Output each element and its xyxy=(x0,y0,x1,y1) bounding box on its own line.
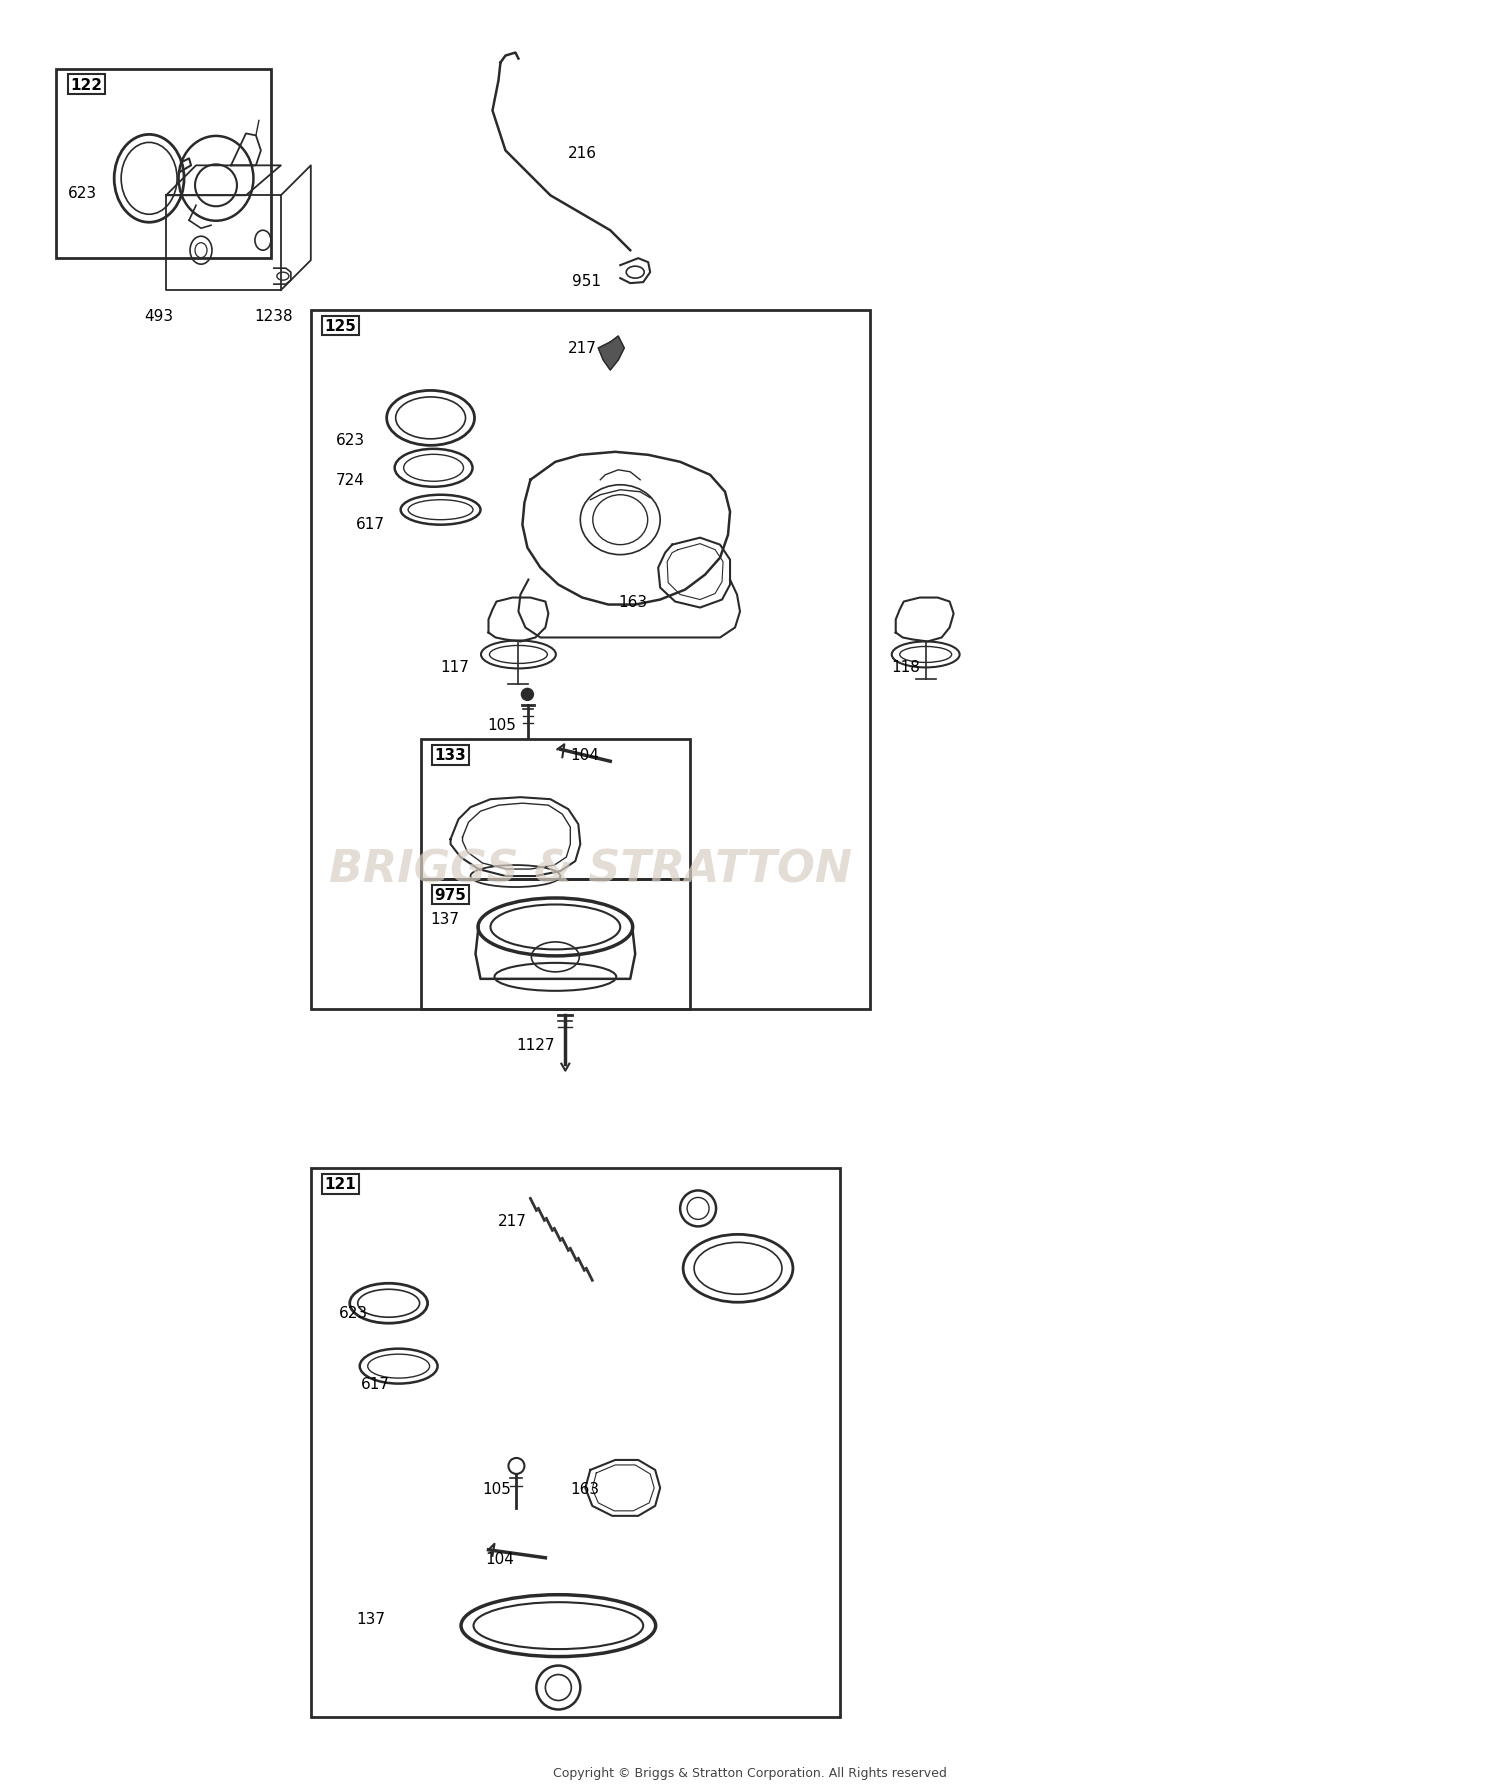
Bar xyxy=(420,880,690,1009)
Text: 163: 163 xyxy=(570,1481,600,1496)
Bar xyxy=(310,1168,840,1717)
Bar xyxy=(57,70,272,259)
Text: 623: 623 xyxy=(69,186,98,200)
Text: 137: 137 xyxy=(430,911,459,927)
Text: 493: 493 xyxy=(144,309,172,324)
Text: Copyright © Briggs & Stratton Corporation. All Rights reserved: Copyright © Briggs & Stratton Corporatio… xyxy=(554,1766,946,1778)
Text: 217: 217 xyxy=(498,1213,526,1229)
Text: 975: 975 xyxy=(435,887,466,902)
Polygon shape xyxy=(598,336,624,370)
Text: 724: 724 xyxy=(336,472,364,488)
Text: 1238: 1238 xyxy=(254,309,292,324)
Text: 617: 617 xyxy=(356,517,384,531)
Text: 617: 617 xyxy=(360,1376,390,1392)
Text: 216: 216 xyxy=(568,147,597,161)
Text: 117: 117 xyxy=(441,660,470,674)
Text: 137: 137 xyxy=(357,1610,386,1626)
Text: 122: 122 xyxy=(70,77,102,93)
Text: 217: 217 xyxy=(568,342,597,356)
Text: 623: 623 xyxy=(339,1306,368,1320)
Text: 125: 125 xyxy=(326,318,357,335)
Text: 133: 133 xyxy=(435,748,466,762)
Bar xyxy=(310,311,870,1009)
Bar xyxy=(420,741,690,880)
Text: 104: 104 xyxy=(570,748,598,762)
Text: 951: 951 xyxy=(573,274,602,290)
Text: 623: 623 xyxy=(336,433,364,447)
Text: 105: 105 xyxy=(488,717,516,733)
Text: 104: 104 xyxy=(486,1551,514,1565)
Text: 105: 105 xyxy=(483,1481,512,1496)
Text: 121: 121 xyxy=(326,1177,357,1191)
Circle shape xyxy=(522,689,534,701)
Text: 118: 118 xyxy=(891,660,921,674)
Text: BRIGGS & STRATTON: BRIGGS & STRATTON xyxy=(328,848,852,891)
Text: 1127: 1127 xyxy=(516,1038,555,1052)
Text: 163: 163 xyxy=(618,594,648,610)
